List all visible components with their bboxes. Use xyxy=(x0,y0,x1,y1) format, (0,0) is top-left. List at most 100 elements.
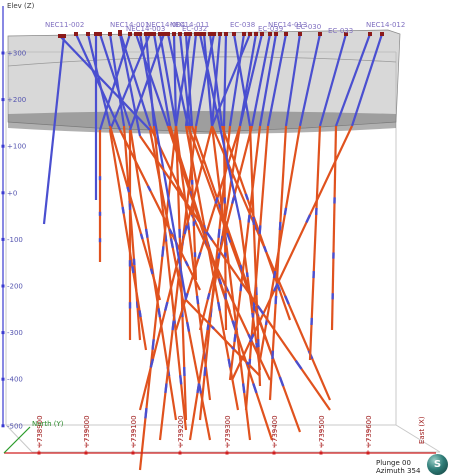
navigation-ball-icon[interactable]: S xyxy=(427,454,448,475)
drillhole-upper-segment[interactable] xyxy=(138,33,188,301)
collar-marker[interactable] xyxy=(94,32,98,36)
drillhole[interactable] xyxy=(118,32,331,411)
drillhole-upper-segment[interactable] xyxy=(228,33,246,127)
collar-marker[interactable] xyxy=(62,34,66,38)
collar-marker[interactable] xyxy=(284,32,288,36)
drillhole-upper-segment[interactable] xyxy=(318,33,348,127)
drillhole-upper-segment[interactable] xyxy=(266,33,288,127)
drillhole[interactable] xyxy=(98,32,132,262)
north-axis-line xyxy=(3,426,31,454)
collar-marker[interactable] xyxy=(380,32,384,36)
collar-marker[interactable] xyxy=(224,32,228,36)
collar-marker[interactable] xyxy=(218,32,222,36)
drillhole[interactable] xyxy=(138,32,192,471)
collar-marker[interactable] xyxy=(74,32,78,36)
drillhole[interactable] xyxy=(210,32,252,441)
drillhole-interval xyxy=(217,252,221,259)
collar-marker[interactable] xyxy=(118,32,122,36)
collar-marker[interactable] xyxy=(198,32,202,36)
drillhole-upper-segment[interactable] xyxy=(42,35,66,225)
collar-marker[interactable] xyxy=(166,32,170,36)
collar-marker[interactable] xyxy=(248,32,252,36)
east-tick-marker xyxy=(366,451,370,455)
drillhole-upper-segment[interactable] xyxy=(350,33,384,127)
drillhole-upper-segment[interactable] xyxy=(118,33,142,137)
collar-marker[interactable] xyxy=(138,32,142,36)
drillhole-upper-segment[interactable] xyxy=(166,33,190,127)
collar-marker[interactable] xyxy=(162,32,166,36)
collar-marker[interactable] xyxy=(232,32,236,36)
drillholes-group[interactable] xyxy=(42,30,384,471)
drillhole-upper-segment[interactable] xyxy=(194,33,216,127)
collar-marker[interactable] xyxy=(212,32,216,36)
collar-marker[interactable] xyxy=(344,32,348,36)
drillhole-upper-segment[interactable] xyxy=(152,33,172,127)
drillhole-upper-segment[interactable] xyxy=(184,33,198,127)
drillhole[interactable] xyxy=(308,32,348,361)
collar-marker[interactable] xyxy=(148,32,152,36)
collar-marker[interactable] xyxy=(144,32,148,36)
collar-marker[interactable] xyxy=(318,32,322,36)
collar-marker[interactable] xyxy=(274,32,278,36)
east-axis-label: East (X) xyxy=(418,416,426,444)
drillhole-upper-segment[interactable] xyxy=(222,33,228,127)
collar-marker[interactable] xyxy=(268,32,272,36)
drillhole[interactable] xyxy=(244,32,288,411)
drillhole-upper-segment[interactable] xyxy=(108,33,126,127)
drillhole-upper-segment[interactable] xyxy=(98,33,132,131)
drillhole-upper-segment[interactable] xyxy=(202,33,214,127)
drillhole[interactable] xyxy=(108,32,142,341)
collar-marker[interactable] xyxy=(178,32,182,36)
drillhole[interactable] xyxy=(268,32,302,401)
drillhole-upper-segment[interactable] xyxy=(284,33,302,127)
collar-marker[interactable] xyxy=(260,32,264,36)
drillhole-upper-segment[interactable] xyxy=(298,33,322,127)
collar-marker[interactable] xyxy=(298,32,302,36)
drillhole-upper-segment[interactable] xyxy=(172,33,178,127)
drillhole-upper-segment[interactable] xyxy=(158,33,178,127)
collar-marker[interactable] xyxy=(368,32,372,36)
collar-marker[interactable] xyxy=(158,32,162,36)
drillhole-upper-segment[interactable] xyxy=(232,33,252,127)
collar-marker[interactable] xyxy=(184,32,188,36)
collar-marker[interactable] xyxy=(134,32,138,36)
drillhole[interactable] xyxy=(231,32,384,381)
collar-marker[interactable] xyxy=(128,32,132,36)
collar-marker[interactable] xyxy=(194,32,198,36)
drillhole[interactable] xyxy=(232,32,262,387)
collar-marker[interactable] xyxy=(98,32,102,36)
drillhole-upper-segment[interactable] xyxy=(86,33,112,127)
collar-marker[interactable] xyxy=(86,32,90,36)
drillhole[interactable] xyxy=(198,32,272,331)
collar-marker[interactable] xyxy=(202,32,206,36)
collar-marker[interactable] xyxy=(152,32,156,36)
drillhole[interactable] xyxy=(74,32,201,291)
drillhole-upper-segment[interactable] xyxy=(134,33,170,127)
hole-label: NEC14-013 xyxy=(268,21,307,29)
collar-marker[interactable] xyxy=(58,34,62,38)
drillhole-upper-segment[interactable] xyxy=(250,33,272,127)
collar-marker[interactable] xyxy=(208,32,212,36)
drillhole-upper-segment[interactable] xyxy=(334,33,372,127)
collar-marker[interactable] xyxy=(188,32,192,36)
drillhole[interactable] xyxy=(258,32,322,361)
drillhole-upper-segment[interactable] xyxy=(210,33,252,127)
drillhole-upper-segment[interactable] xyxy=(198,33,242,221)
drillhole[interactable] xyxy=(86,32,162,301)
drillhole-upper-segment[interactable] xyxy=(75,33,121,131)
collar-marker[interactable] xyxy=(172,32,176,36)
drillhole[interactable] xyxy=(42,34,66,225)
drillhole-upper-segment[interactable] xyxy=(258,33,278,127)
drillhole[interactable] xyxy=(94,32,98,200)
drillhole-upper-segment[interactable] xyxy=(210,33,222,127)
drillhole[interactable] xyxy=(138,32,252,411)
collar-marker[interactable] xyxy=(242,32,246,36)
hole-label: EC-039 xyxy=(258,25,283,33)
drillhole-upper-segment[interactable] xyxy=(174,33,192,127)
drillhole-upper-segment[interactable] xyxy=(238,33,264,127)
collar-marker[interactable] xyxy=(254,32,258,36)
collar-marker[interactable] xyxy=(108,32,112,36)
drillhole[interactable] xyxy=(138,32,261,377)
